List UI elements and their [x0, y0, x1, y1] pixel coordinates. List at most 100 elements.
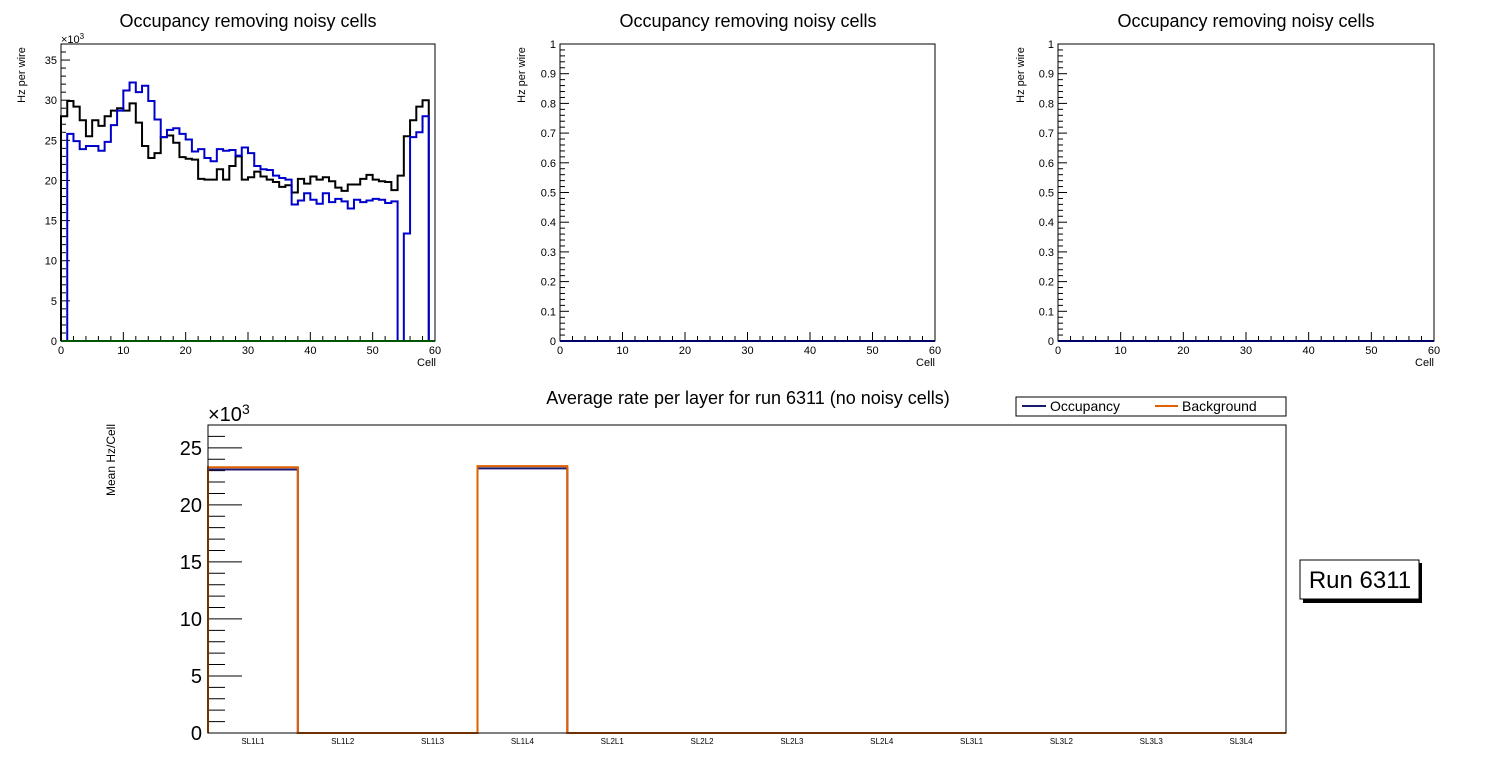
- y-tick-label: 20: [180, 495, 202, 517]
- x-tick-label: 30: [242, 345, 254, 357]
- category-label: SL2L1: [601, 737, 625, 746]
- y-tick-label: 10: [180, 609, 202, 631]
- x-tick-label: 40: [804, 345, 816, 357]
- category-label: SL2L4: [870, 737, 894, 746]
- y-tick-label: 0.4: [1039, 217, 1054, 229]
- x-tick-label: 10: [1115, 345, 1127, 357]
- y-tick-label: 0.5: [541, 188, 556, 200]
- y-tick-label: 15: [180, 552, 202, 574]
- bottom-series: [207, 465, 1286, 734]
- top-middle-ylabel: Hz per wire: [516, 47, 528, 103]
- blue-series: [61, 81, 435, 342]
- top-left-ylabel: Hz per wire: [16, 47, 28, 103]
- top-left-series: [60, 81, 435, 342]
- category-label: SL1L2: [331, 737, 355, 746]
- run-box-label: Run 6311: [1309, 567, 1411, 594]
- category-label: SL3L1: [960, 737, 984, 746]
- y-tick-label: 5: [191, 666, 202, 688]
- category-label: SL3L4: [1230, 737, 1254, 746]
- top-left-ticks: 0 10 20 30 40 50 60 0 5 10 15 20 25 30 35: [45, 43, 441, 357]
- y-tick-label: 1: [1048, 39, 1054, 51]
- x-tick-label: 50: [866, 345, 878, 357]
- series-occupancy: [207, 467, 1286, 734]
- category-label: SL2L3: [780, 737, 804, 746]
- top-middle-frame: [559, 43, 936, 342]
- legend: Occupancy Background: [1015, 396, 1287, 417]
- y-tick-label: 10: [45, 256, 57, 268]
- y-tick-label: 0: [51, 336, 57, 348]
- y-tick-label: 0: [1048, 336, 1054, 348]
- top-right-ticks: 0 10 20 30 40 50 60 0 0.1 0.2 0.3 0.4 0.5 0.6 0.7 0.8 0.…: [1039, 39, 1440, 357]
- y-tick-label: 0.6: [1039, 158, 1054, 170]
- y-tick-label: 0.3: [541, 247, 556, 259]
- bottom-ticks: 0 5 10 15 20 25 SL1L1 SL1L2 SL1L3 SL1L4 SL2L1 SL2L2…: [180, 424, 1254, 746]
- top-left-xlabel: Cell: [417, 357, 436, 369]
- top-left-frame: [60, 43, 436, 342]
- y-tick-label: 0.6: [541, 158, 556, 170]
- y-tick-label: 1: [550, 39, 556, 51]
- top-right-panel: Occupancy removing noisy cells Hz per wi…: [1015, 11, 1440, 369]
- y-tick-label: 20: [45, 175, 57, 187]
- category-label: SL1L4: [511, 737, 535, 746]
- x-tick-label: 0: [58, 345, 64, 357]
- x-tick-label: 30: [741, 345, 753, 357]
- y-tick-label: 0.4: [541, 217, 556, 229]
- x-tick-label: 20: [1177, 345, 1189, 357]
- legend-box: [1015, 396, 1287, 417]
- top-left-panel: Occupancy removing noisy cells Hz per wi…: [16, 11, 441, 369]
- y-tick-label: 0: [550, 336, 556, 348]
- black-series: [60, 99, 435, 342]
- y-tick-label: 0.5: [1039, 188, 1054, 200]
- y-tick-label: 0.7: [1039, 128, 1054, 140]
- y-tick-label: 0.1: [541, 306, 556, 318]
- x-tick-label: 0: [1055, 345, 1061, 357]
- top-middle-xlabel: Cell: [916, 357, 935, 369]
- x-tick-label: 60: [1428, 345, 1440, 357]
- y-tick-label: 0.8: [541, 98, 556, 110]
- y-tick-label: 0.3: [1039, 247, 1054, 259]
- bottom-ylabel: Mean Hz/Cell: [104, 424, 118, 496]
- x-tick-label: 40: [304, 345, 316, 357]
- legend-occupancy-label: Occupancy: [1050, 398, 1120, 414]
- y-tick-label: 0.1: [1039, 306, 1054, 318]
- top-right-frame: [1057, 43, 1435, 342]
- category-label: SL3L2: [1050, 737, 1074, 746]
- y-tick-label: 30: [45, 95, 57, 107]
- y-tick-label: 35: [45, 55, 57, 67]
- y-tick-label: 0: [191, 723, 202, 745]
- top-right-ylabel: Hz per wire: [1015, 47, 1027, 103]
- y-tick-label: 0.9: [541, 69, 556, 81]
- y-tick-label: 0.9: [1039, 69, 1054, 81]
- x-tick-label: 30: [1240, 345, 1252, 357]
- bottom-panel: Average rate per layer for run 6311 (no …: [104, 388, 1287, 746]
- x-tick-label: 20: [180, 345, 192, 357]
- bottom-y-multiplier: ×103: [208, 401, 250, 426]
- y-tick-label: 25: [180, 438, 202, 460]
- run-box-frame: [1299, 559, 1420, 600]
- top-left-title: Occupancy removing noisy cells: [119, 11, 376, 31]
- category-label: SL2L2: [691, 737, 715, 746]
- run-box: Run 6311: [1299, 559, 1422, 603]
- y-tick-label: 5: [51, 296, 57, 308]
- bottom-frame: [207, 424, 1287, 734]
- y-tick-label: 0.2: [1039, 277, 1054, 289]
- bottom-title: Average rate per layer for run 6311 (no …: [546, 388, 950, 408]
- x-tick-label: 60: [429, 345, 441, 357]
- x-tick-label: 50: [367, 345, 379, 357]
- y-tick-label: 0.7: [541, 128, 556, 140]
- y-tick-label: 0.2: [541, 277, 556, 289]
- category-label: SL1L3: [421, 737, 445, 746]
- x-tick-label: 10: [117, 345, 129, 357]
- category-label: SL3L3: [1140, 737, 1164, 746]
- x-tick-label: 60: [929, 345, 941, 357]
- x-tick-label: 10: [616, 345, 628, 357]
- series-background: [207, 465, 1286, 734]
- category-label: SL1L1: [241, 737, 265, 746]
- x-tick-label: 20: [679, 345, 691, 357]
- y-tick-label: 0.8: [1039, 98, 1054, 110]
- legend-background-label: Background: [1182, 398, 1257, 414]
- top-right-title: Occupancy removing noisy cells: [1117, 11, 1374, 31]
- top-middle-ticks: 0 10 20 30 40 50 60 0 0.1 0.2 0.3 0.4 0.5 0.6 0.7 0.8 0.…: [541, 39, 941, 357]
- x-tick-label: 0: [557, 345, 563, 357]
